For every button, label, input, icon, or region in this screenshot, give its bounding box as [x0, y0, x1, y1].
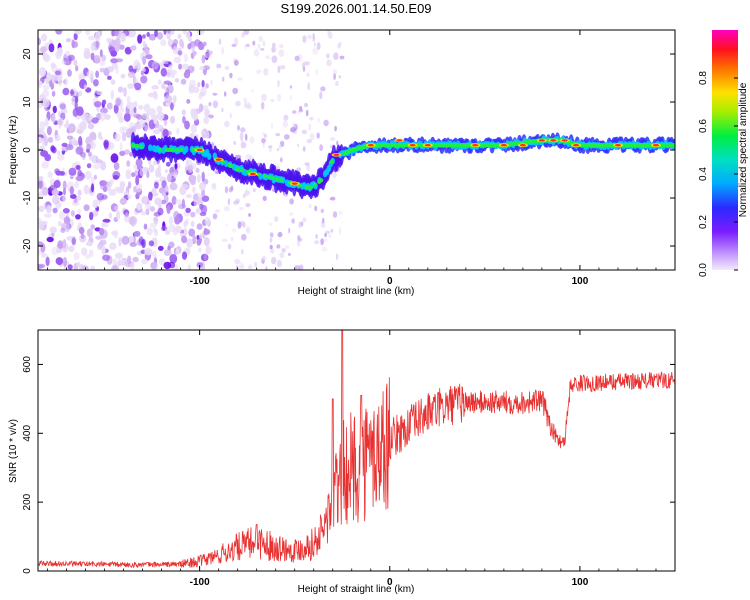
spectrogram-y-tick-label: 10 — [22, 96, 33, 108]
colorbar-tick-label: 0.6 — [698, 119, 709, 133]
colorbar: 0.0 0.2 0.4 0.6 0.8 Normalized spectral ampl… — [698, 30, 749, 277]
colorbar-tick-label: 0.4 — [698, 167, 709, 181]
snr-ticks: -100 0 100 0 200 400 600 — [22, 330, 676, 588]
spectrogram-x-tick-label: 0 — [387, 276, 393, 287]
spectrogram-y-tick-label: -20 — [22, 238, 33, 253]
snr-panel: -100 0 100 0 200 400 600 Height of straight li… — [8, 329, 676, 595]
spectrogram-y-tick-label: 20 — [22, 48, 33, 60]
snr-y-tick-label: 400 — [22, 425, 33, 442]
snr-series-line — [38, 330, 675, 569]
chart-title: S199.2026.001.14.50.E09 — [280, 1, 431, 16]
spectrogram-x-axis-label: Height of straight line (km) — [298, 286, 415, 297]
snr-x-tick-label: 0 — [387, 577, 393, 588]
colorbar-ticks: 0.0 0.2 0.4 0.6 0.8 — [698, 71, 738, 277]
snr-y-tick-label: 0 — [22, 568, 33, 574]
snr-x-axis-label: Height of straight line (km) — [298, 584, 415, 595]
spectrogram-y-tick-label: -10 — [22, 190, 33, 205]
snr-x-tick-label: -100 — [190, 577, 210, 588]
snr-y-tick-label: 200 — [22, 493, 33, 510]
colorbar-tick-label: 0.0 — [698, 263, 709, 277]
spectrogram-y-tick-label: 0 — [22, 147, 33, 153]
snr-frame — [37, 329, 676, 572]
colorbar-tick-label: 0.8 — [698, 71, 709, 85]
spectrogram-x-tick-label: 100 — [572, 276, 589, 287]
snr-y-tick-label: 600 — [22, 356, 33, 373]
colorbar-label: Normalized spectral amplitude — [738, 82, 749, 217]
snr-x-tick-label: 100 — [572, 577, 589, 588]
colorbar-gradient — [712, 30, 738, 270]
spectrogram-heatmap — [38, 30, 675, 270]
snr-plot-area — [38, 330, 675, 571]
spectrogram-x-tick-label: -100 — [190, 276, 210, 287]
snr-y-axis-label: SNR (10 * v/v) — [8, 419, 19, 483]
spectrogram-y-axis-label: Frequency (Hz) — [8, 116, 19, 185]
colorbar-tick-label: 0.2 — [698, 215, 709, 229]
